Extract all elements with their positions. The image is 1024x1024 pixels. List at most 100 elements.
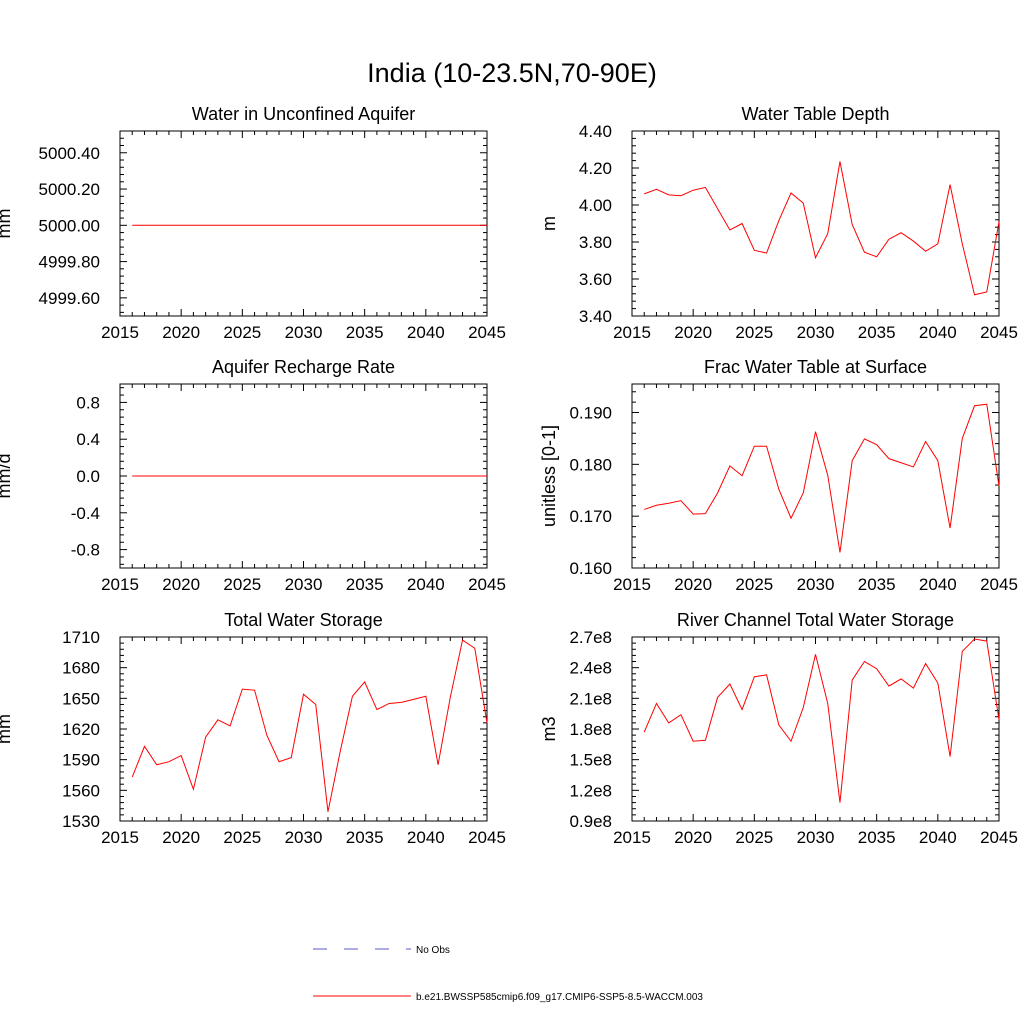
y-tick-label: 4999.60 [39,289,100,308]
panel-5: Total Water Storage 2015 2020 2025 2030 2035 2… [0,610,506,847]
y-axis-label: m3 [539,716,559,741]
y-tick-label: 1650 [62,689,100,708]
figure-title: India (10-23.5N,70-90E) [367,58,657,88]
x-tick-label: 2035 [858,828,896,847]
x-tick-label: 2025 [735,828,773,847]
legend-label: No Obs [416,945,450,956]
legend: No Obs b.e21.BWSSP585cmip6.f09_g17.CMIP6-… [313,945,703,1003]
x-tick-label: 2040 [919,828,957,847]
y-tick-label: 1.2e8 [569,781,612,800]
x-tick-label: 2025 [223,575,261,594]
plot-frame [119,130,488,317]
y-tick-label: 5000.40 [39,144,100,163]
y-tick-label: 1560 [62,781,100,800]
y-tick-label: 4.40 [579,122,612,141]
series-line [644,403,1000,553]
y-tick-label: 5000.20 [39,180,100,199]
y-tick-label: 4.00 [579,196,612,215]
y-tick-label: -0.4 [71,504,100,523]
y-axis-label: unitless [0-1] [539,425,559,527]
x-tick-label: 2020 [162,575,200,594]
y-axis-label: m [539,216,559,231]
y-tick-label: 1620 [62,720,100,739]
x-tick-label: 2035 [346,828,384,847]
panel-6: River Channel Total Water Storage 2015 202… [539,610,1018,847]
y-tick-label: 1.8e8 [569,720,612,739]
x-tick-label: 2025 [223,323,261,342]
panel-title: Total Water Storage [224,610,382,630]
y-tick-label: 1.5e8 [569,751,612,770]
panel-title: Frac Water Table at Surface [704,357,927,377]
panel-3: Aquifer Recharge Rate 2015 2020 2025 2030 203… [0,357,506,594]
panel-1: Water in Unconfined Aquifer 2015 2020 2025 2… [0,104,506,342]
y-axis-label: mm/d [0,454,14,499]
x-tick-label: 2020 [162,323,200,342]
panel-title: Aquifer Recharge Rate [212,357,395,377]
y-tick-label: 2.1e8 [569,689,612,708]
x-tick-label: 2045 [468,575,506,594]
x-tick-label: 2025 [223,828,261,847]
x-tick-label: 2035 [858,323,896,342]
y-axis-label: mm [0,714,14,744]
x-tick-label: 2040 [407,828,445,847]
x-tick-label: 2045 [468,323,506,342]
x-tick-label: 2045 [980,828,1018,847]
x-tick-label: 2040 [407,575,445,594]
x-tick-label: 2030 [285,323,323,342]
y-tick-label: 0.9e8 [569,812,612,831]
x-tick-label: 2030 [285,575,323,594]
y-tick-label: 0.180 [569,455,612,474]
x-tick-label: 2020 [674,323,712,342]
panel-title: River Channel Total Water Storage [677,610,954,630]
x-tick-label: 2045 [980,575,1018,594]
x-tick-label: 2025 [735,323,773,342]
y-tick-label: 1680 [62,659,100,678]
x-tick-label: 2020 [162,828,200,847]
x-tick-label: 2045 [468,828,506,847]
legend-label: b.e21.BWSSP585cmip6.f09_g17.CMIP6-SSP5-8… [416,992,703,1003]
x-tick-label: 2015 [613,323,651,342]
y-tick-label: 0.4 [76,430,100,449]
series-line [643,638,1000,803]
x-tick-label: 2015 [101,575,139,594]
y-tick-label: 1710 [62,628,100,647]
y-tick-label: 2.7e8 [569,628,612,647]
y-tick-label: 1590 [62,751,100,770]
y-tick-label: 0.160 [569,559,612,578]
x-tick-label: 2035 [346,323,384,342]
panel-title: Water in Unconfined Aquifer [192,104,415,124]
x-tick-label: 2015 [101,828,139,847]
y-tick-label: 3.40 [579,307,612,326]
y-tick-label: 1530 [62,812,100,831]
panel-4: Frac Water Table at Surface 2015 2020 2025 2… [539,357,1018,594]
x-tick-label: 2015 [613,828,651,847]
x-tick-label: 2025 [735,575,773,594]
x-tick-label: 2045 [980,323,1018,342]
x-tick-label: 2040 [407,323,445,342]
y-tick-label: 5000.00 [39,216,100,235]
x-tick-label: 2030 [285,828,323,847]
y-tick-label: 3.80 [579,233,612,252]
y-axis-label: mm [0,209,14,239]
x-tick-label: 2015 [101,323,139,342]
x-tick-label: 2020 [674,828,712,847]
y-tick-label: 2.4e8 [569,659,612,678]
y-tick-label: 3.60 [579,270,612,289]
x-tick-label: 2035 [858,575,896,594]
x-tick-label: 2030 [797,323,835,342]
series-line [644,161,1000,296]
panels: Water in Unconfined Aquifer 2015 2020 2025 2… [0,104,1018,847]
plot-frame [631,383,1000,569]
x-tick-label: 2040 [919,323,957,342]
y-tick-label: 0.170 [569,507,612,526]
y-tick-label: 4999.80 [39,253,100,272]
panel-title: Water Table Depth [741,104,889,124]
x-tick-label: 2015 [613,575,651,594]
x-tick-label: 2035 [346,575,384,594]
x-tick-label: 2040 [919,575,957,594]
x-tick-label: 2030 [797,575,835,594]
y-tick-label: 0.190 [569,404,612,423]
plot-frame [631,130,1000,317]
panel-2: Water Table Depth 2015 2020 2025 2030 2035 204… [539,104,1018,342]
